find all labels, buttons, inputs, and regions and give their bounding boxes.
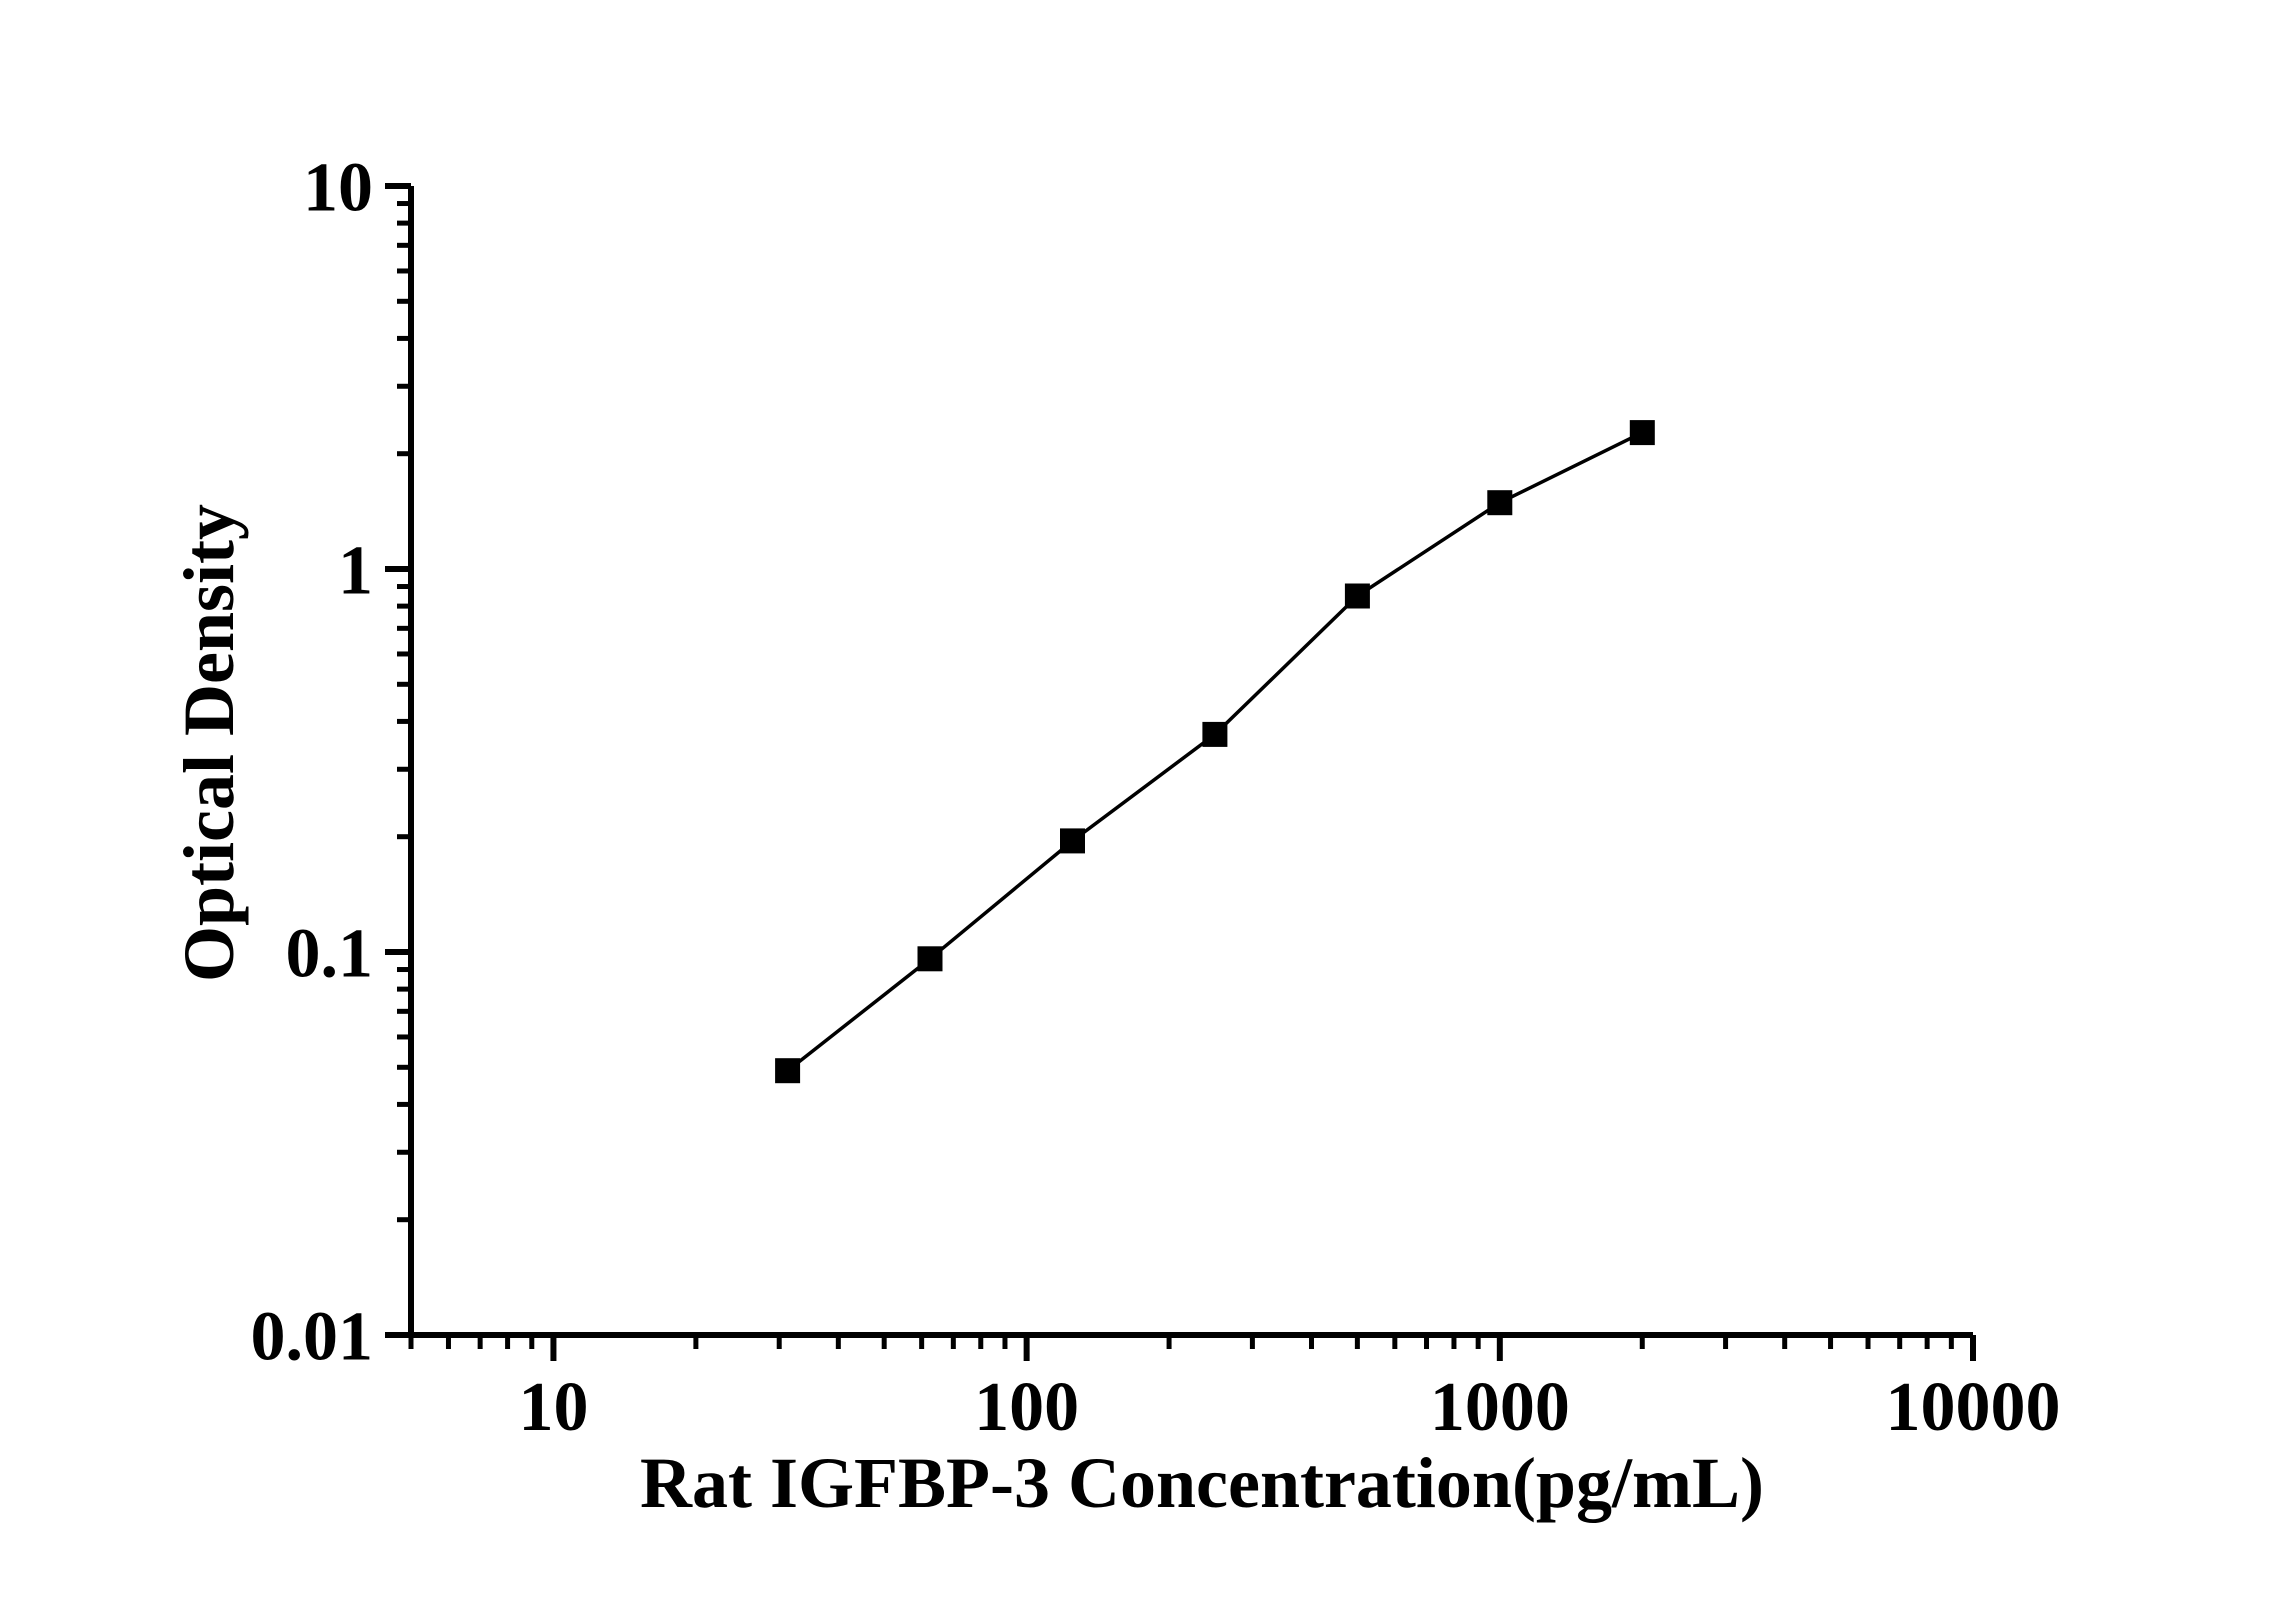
plot-area: 10 100 1000 10000 0.01 0.1 1 10	[251, 150, 2061, 1447]
x-tick-label: 100	[974, 1369, 1079, 1446]
y-tick-label: 1	[338, 533, 373, 610]
y-tick-label: 0.01	[251, 1299, 374, 1376]
x-axis-title: Rat IGFBP-3 Concentration(pg/mL)	[640, 1443, 1764, 1523]
y-tick-label: 10	[303, 150, 373, 227]
y-axis-title: Optical Density	[169, 504, 249, 982]
data-point-marker	[1060, 828, 1085, 854]
data-point-marker	[1344, 583, 1370, 609]
axis-frame	[408, 186, 1973, 1338]
series	[775, 420, 1655, 1084]
data-point-marker	[1629, 420, 1655, 446]
y-axis: 0.01 0.1 1 10	[251, 150, 411, 1376]
x-tick-label: 10	[518, 1369, 588, 1446]
x-tick-label: 1000	[1430, 1369, 1570, 1446]
x-tick-label: 10000	[1886, 1369, 2061, 1446]
data-point-marker	[1202, 721, 1228, 747]
data-point-marker	[775, 1058, 801, 1084]
data-point-marker	[917, 946, 943, 972]
x-axis: 10 100 1000 10000	[408, 1335, 2061, 1446]
y-tick-label: 0.1	[286, 916, 374, 993]
data-point-marker	[1487, 490, 1513, 516]
series-line	[786, 431, 1644, 1073]
